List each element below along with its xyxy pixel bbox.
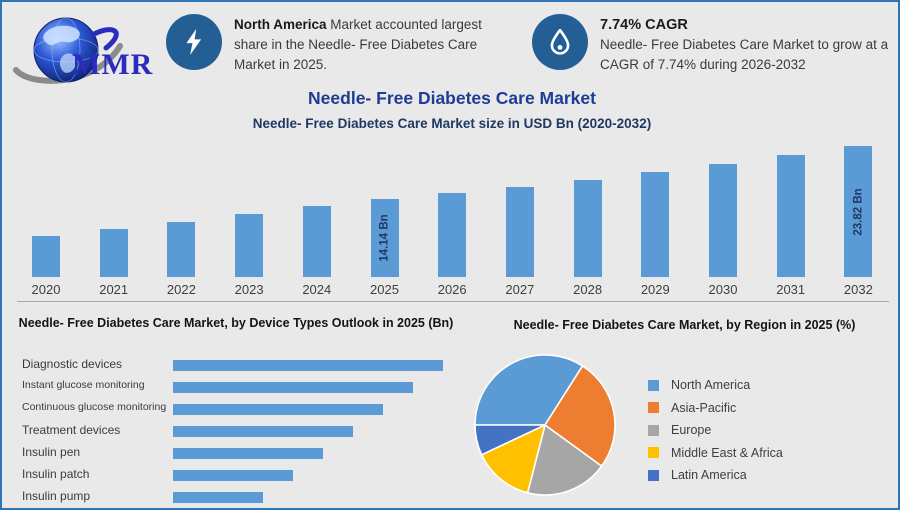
region-chart-title: Needle- Free Diabetes Care Market, by Re… [513, 318, 856, 332]
callout-north-america: North America Market accounted largest s… [166, 14, 496, 75]
device-bar [173, 404, 383, 415]
x-axis-tick-2030: 2030 [708, 282, 738, 297]
legend-swatch [648, 379, 659, 391]
pie-slice-latin-america [474, 424, 546, 456]
legend-item: Latin America [648, 464, 783, 487]
mmr-logo: MMR [10, 8, 170, 88]
market-size-column-chart: 14.14 Bn 23.82 Bn [2, 137, 898, 277]
legend-swatch [648, 402, 659, 414]
device-bar [173, 448, 323, 459]
region-pie-chart [474, 354, 616, 496]
x-axis-tick-2031: 2031 [776, 282, 806, 297]
legend-item: North America [648, 374, 783, 397]
device-label: Treatment devices [22, 423, 121, 437]
year-axis: 2020 2021 2022 2023 2024 2025 2026 2027 2028 2029… [2, 282, 898, 300]
column-bar-2022 [167, 222, 196, 277]
column-bar-2031 [776, 155, 805, 277]
column-bar-2027 [505, 187, 534, 277]
column-bar-2023 [235, 214, 264, 277]
x-axis-tick-2027: 2027 [505, 282, 535, 297]
column-bar-2020 [32, 236, 60, 277]
x-axis-tick-2032: 2032 [843, 282, 873, 297]
column-bar-2029 [641, 172, 670, 277]
device-bar [173, 470, 293, 481]
column-bar-2032: 23.82 Bn [844, 146, 873, 277]
column-bar-2030 [709, 164, 737, 277]
droplet-icon [532, 14, 588, 70]
device-chart-title: Needle- Free Diabetes Care Market, by De… [18, 316, 454, 330]
brand-name: MMR [72, 48, 154, 81]
callout-highlight: North America [234, 17, 327, 32]
device-label: Continuous glucose monitoring [22, 401, 167, 413]
x-axis-tick-2029: 2029 [640, 282, 670, 297]
x-axis-tick-2026: 2026 [437, 282, 467, 297]
device-bar [173, 382, 413, 393]
x-axis-tick-2023: 2023 [234, 282, 264, 297]
device-label: Diagnostic devices [22, 357, 123, 371]
legend-label: Middle East & Africa [671, 445, 783, 460]
bar-data-label: 23.82 Bn [852, 187, 865, 236]
legend-item: Europe [648, 419, 783, 442]
legend-item: Middle East & Africa [648, 442, 783, 465]
legend-label: North America [671, 378, 751, 393]
device-bar [173, 360, 443, 371]
legend-label: Latin America [671, 468, 747, 483]
x-axis-tick-2021: 2021 [99, 282, 129, 297]
device-bar [173, 492, 263, 503]
page-subtitle: Needle- Free Diabetes Care Market size i… [252, 116, 652, 131]
x-axis-tick-2020: 2020 [31, 282, 61, 297]
callout-text: North America Market accounted largest s… [234, 17, 482, 72]
legend-swatch [648, 424, 659, 436]
globe-swoosh-icon [13, 17, 123, 84]
pie-slice-asia-pacific [544, 365, 616, 467]
callout-text: 7.74% CAGR Needle- Free Diabetes Care Ma… [600, 14, 892, 75]
region-pie-panel: Needle- Free Diabetes Care Market, by Re… [472, 310, 897, 508]
legend-swatch [648, 447, 659, 459]
pie-slice-middle-east-africa [480, 424, 546, 494]
column-bar-2026 [438, 193, 467, 277]
x-axis-tick-2028: 2028 [573, 282, 603, 297]
pie-slice-europe [526, 424, 603, 496]
legend-label: Europe [671, 423, 712, 438]
x-axis-tick-2025: 2025 [370, 282, 399, 297]
bar-data-label: 14.14 Bn [378, 214, 391, 262]
lightning-icon [166, 14, 222, 70]
callout-cagr: 7.74% CAGR Needle- Free Diabetes Care Ma… [532, 14, 892, 75]
column-bar-2021 [99, 229, 128, 277]
device-types-chart-panel: Needle- Free Diabetes Care Market, by De… [10, 310, 462, 508]
callout-highlight: 7.74% CAGR [600, 17, 688, 33]
legend-swatch [648, 469, 659, 481]
region-legend: North America Asia-Pacific Europe Middle Ea… [648, 374, 783, 487]
section-divider [17, 301, 889, 302]
device-bar [173, 426, 353, 437]
x-axis-tick-2024: 2024 [302, 282, 332, 297]
device-label: Insulin patch [22, 467, 90, 481]
page-title: Needle- Free Diabetes Care Market [308, 88, 596, 108]
column-bar-2028 [573, 180, 602, 277]
device-label: Insulin pump [22, 489, 91, 503]
device-label: Instant glucose monitoring [22, 379, 145, 391]
x-axis-tick-2022: 2022 [166, 282, 196, 297]
device-label: Insulin pen [22, 445, 81, 459]
legend-label: Asia-Pacific [671, 400, 737, 415]
legend-item: Asia-Pacific [648, 397, 783, 420]
column-bar-2024 [302, 206, 331, 277]
column-bar-2025: 14.14 Bn [370, 199, 399, 277]
